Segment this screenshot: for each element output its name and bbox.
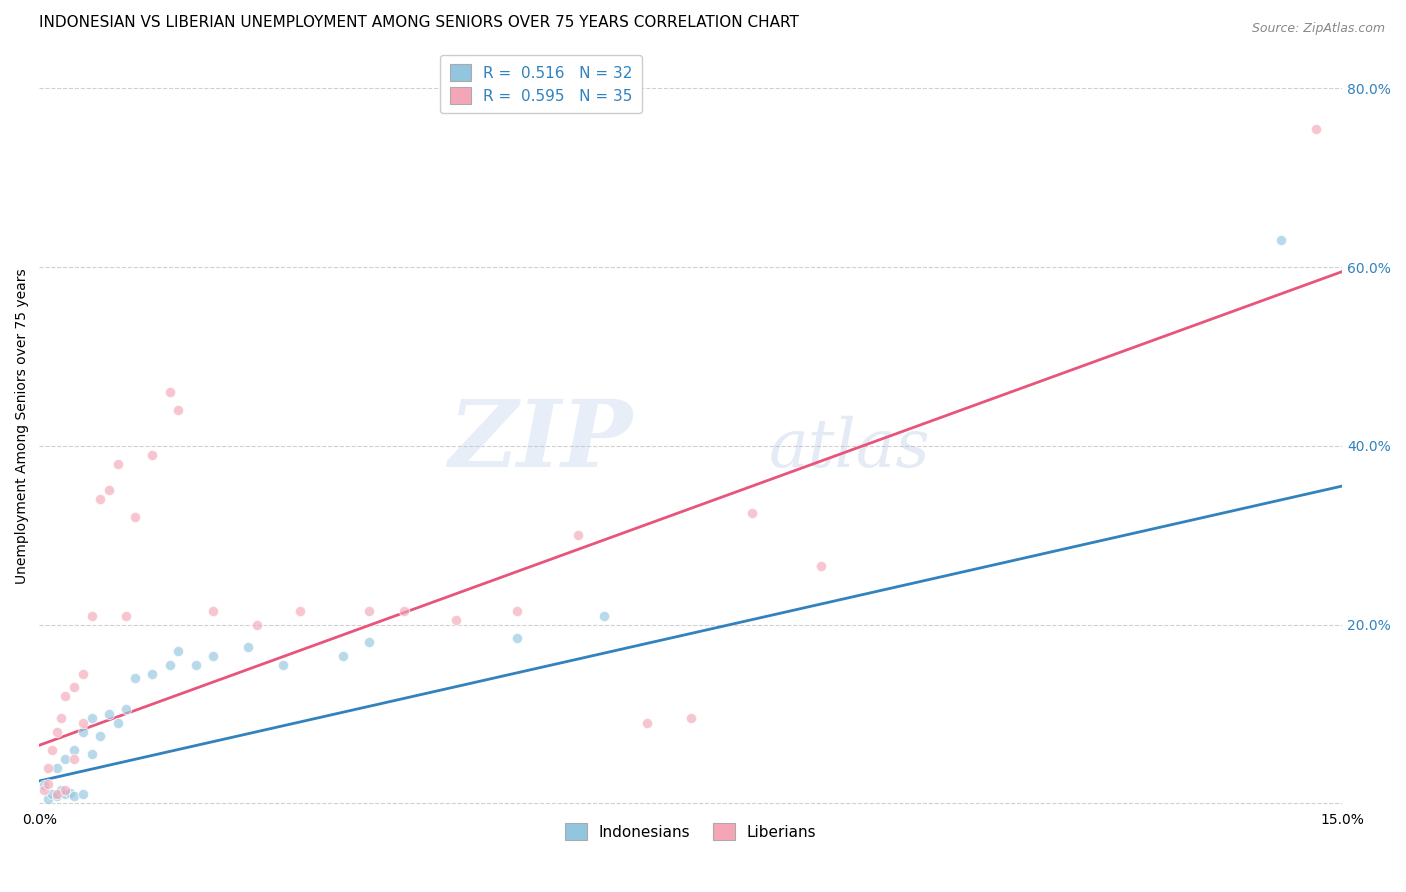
Point <box>55 689 77 703</box>
Point <box>41 742 63 756</box>
Point <box>55 788 77 802</box>
Point <box>89 729 111 743</box>
Point <box>392 604 415 618</box>
Point <box>80 711 103 725</box>
Point <box>115 702 138 716</box>
Point <box>124 671 146 685</box>
Point <box>49 711 72 725</box>
Point <box>63 680 86 694</box>
Point <box>236 640 259 654</box>
Point <box>159 385 181 400</box>
Point <box>506 631 529 645</box>
Text: ZIP: ZIP <box>449 396 633 486</box>
Point <box>107 457 129 471</box>
Point <box>45 789 67 804</box>
Point <box>55 783 77 797</box>
Point <box>1270 233 1292 247</box>
Text: INDONESIAN VS LIBERIAN UNEMPLOYMENT AMONG SENIORS OVER 75 YEARS CORRELATION CHAR: INDONESIAN VS LIBERIAN UNEMPLOYMENT AMON… <box>39 15 799 30</box>
Point <box>271 657 294 672</box>
Point <box>245 617 267 632</box>
Point <box>97 483 120 498</box>
Point <box>810 559 832 574</box>
Point <box>63 751 86 765</box>
Point <box>359 635 381 649</box>
Point <box>89 492 111 507</box>
Point <box>72 666 94 681</box>
Legend: Indonesians, Liberians: Indonesians, Liberians <box>560 817 823 846</box>
Point <box>567 528 589 542</box>
Point <box>159 657 181 672</box>
Point <box>41 788 63 802</box>
Point <box>141 666 163 681</box>
Point <box>32 779 55 793</box>
Point <box>72 724 94 739</box>
Point <box>359 604 381 618</box>
Point <box>167 644 190 658</box>
Point <box>72 788 94 802</box>
Point <box>45 724 67 739</box>
Point <box>202 604 225 618</box>
Y-axis label: Unemployment Among Seniors over 75 years: Unemployment Among Seniors over 75 years <box>15 268 30 583</box>
Point <box>593 608 616 623</box>
Point <box>167 403 190 417</box>
Point <box>184 657 207 672</box>
Point <box>741 506 763 520</box>
Point <box>107 715 129 730</box>
Point <box>446 613 468 627</box>
Point <box>63 789 86 804</box>
Point <box>37 776 59 790</box>
Point <box>59 786 82 800</box>
Point <box>124 510 146 524</box>
Text: atlas: atlas <box>769 416 931 482</box>
Point <box>63 742 86 756</box>
Point <box>37 760 59 774</box>
Point <box>202 648 225 663</box>
Point <box>288 604 311 618</box>
Point <box>636 715 658 730</box>
Point <box>72 715 94 730</box>
Point <box>80 747 103 761</box>
Point <box>679 711 702 725</box>
Text: Source: ZipAtlas.com: Source: ZipAtlas.com <box>1251 22 1385 36</box>
Point <box>506 604 529 618</box>
Point <box>115 608 138 623</box>
Point <box>97 706 120 721</box>
Point <box>32 783 55 797</box>
Point <box>141 448 163 462</box>
Point <box>45 760 67 774</box>
Point <box>332 648 354 663</box>
Point <box>49 783 72 797</box>
Point <box>45 788 67 802</box>
Point <box>1305 121 1327 136</box>
Point <box>80 608 103 623</box>
Point <box>37 792 59 806</box>
Point <box>55 751 77 765</box>
